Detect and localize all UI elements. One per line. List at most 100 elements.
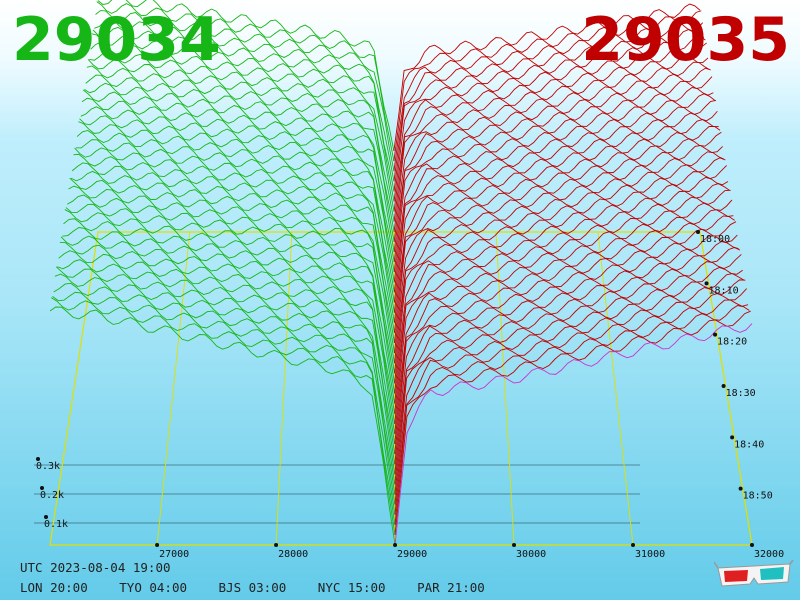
ask-depth-line	[393, 42, 707, 202]
price-tick-dot	[274, 543, 279, 547]
time-tick-label: 18:10	[709, 285, 739, 296]
frame-price-line	[597, 231, 634, 546]
depth-tick-label: 0.1k	[44, 519, 68, 530]
frame-price-line	[156, 231, 191, 546]
ask-depth-line	[394, 254, 742, 465]
bid-depth-line	[65, 203, 396, 414]
ask-depth-line	[394, 189, 731, 384]
bid-depth-line	[78, 121, 395, 313]
bid-depth-line	[95, 10, 395, 172]
ask-depth-line	[393, 10, 702, 162]
bid-depth-line	[74, 147, 395, 344]
ask-depth-line	[394, 273, 745, 485]
time-tick-dot	[713, 332, 718, 337]
ask-depth-line	[394, 241, 739, 445]
bid-price: 29034	[12, 5, 221, 75]
time-tick-dot	[738, 486, 743, 491]
ask-depth-line	[394, 234, 738, 434]
tz-paris: PAR 21:00	[417, 580, 485, 595]
ask-depth-line	[394, 247, 741, 455]
price-tick-dot	[750, 543, 754, 547]
bid-depth-line	[86, 65, 395, 243]
bid-depth-line	[71, 162, 395, 364]
ask-depth-line	[393, 36, 706, 192]
ask-depth-line	[394, 310, 751, 535]
frame-price-line	[275, 231, 293, 546]
bid-depth-line	[90, 41, 395, 212]
ask-depth-line	[393, 100, 717, 273]
tz-newyork: NYC 15:00	[317, 580, 386, 595]
bid-depth-line	[94, 18, 395, 182]
ask-depth-line	[393, 126, 721, 303]
ask-depth-line	[394, 176, 729, 364]
bid-depth-line	[75, 139, 395, 333]
bid-depth-line	[97, 0, 395, 152]
bid-depth-line	[79, 115, 395, 303]
bid-depth-line	[58, 250, 396, 475]
bid-depth-line	[62, 227, 396, 445]
price-tick-dot	[631, 543, 636, 547]
depth-tick-dot	[44, 515, 48, 519]
bid-depth-line	[80, 106, 395, 293]
bid-depth-line	[69, 177, 396, 384]
chart-grid	[34, 464, 640, 524]
ask-depth-line	[394, 288, 747, 505]
3d-glasses-icon[interactable]	[714, 560, 794, 592]
price-tick-label: 31000	[635, 549, 665, 560]
ask-depth-line	[393, 54, 709, 212]
depth-tick-label: 0.2k	[40, 490, 64, 501]
bid-depth-line	[91, 33, 395, 202]
bid-depth-line	[84, 82, 395, 263]
ask-depth-line	[393, 119, 719, 293]
ask-depth-line	[393, 29, 705, 182]
bid-depth-line	[76, 129, 395, 323]
depth-surface	[49, 0, 753, 546]
bid-depth-line	[73, 153, 395, 354]
bid-depth-line	[53, 282, 396, 515]
price-tick-label: 28000	[278, 549, 308, 560]
bid-depth-line	[54, 273, 396, 505]
frame-price-line	[495, 231, 515, 546]
bid-depth-line	[92, 26, 395, 192]
bid-depth-line	[55, 266, 396, 495]
ask-depth-line	[394, 215, 735, 414]
ask-depth-line	[394, 323, 753, 546]
ask-depth-line	[393, 93, 715, 263]
price-tick-label: 30000	[516, 549, 546, 560]
price-tick-dot	[512, 543, 517, 547]
ask-depth-line	[394, 165, 727, 354]
bid-depth-line	[87, 59, 395, 232]
timezone-bar: LON 20:00 TYO 04:00 BJS 03:00 NYC 15:00 …	[20, 580, 509, 595]
bid-depth-line	[50, 297, 396, 535]
ask-depth-line	[394, 266, 743, 475]
time-tick-label: 18:40	[734, 439, 764, 450]
time-tick-label: 18:00	[700, 234, 730, 245]
price-tick-label: 29000	[397, 549, 427, 560]
tz-tokyo: TYO 04:00	[119, 580, 187, 595]
bid-depth-line	[89, 50, 395, 222]
time-tick-dot	[696, 230, 700, 234]
bid-depth-line	[82, 89, 395, 273]
bid-depth-line	[57, 259, 396, 485]
ask-depth-line	[394, 279, 746, 495]
bid-depth-line	[68, 185, 396, 394]
depth-chart: 27000 28000 29000 30000 31000 32000 0.1k 0.2k 0.…	[34, 0, 784, 560]
ask-depth-line	[393, 145, 723, 323]
depth-tick-dot	[36, 457, 40, 461]
bid-depth-line	[63, 218, 396, 434]
time-tick-dot	[730, 435, 735, 440]
ask-depth-line	[393, 22, 704, 172]
price-tick-label: 27000	[159, 549, 189, 560]
ask-depth-line	[393, 76, 713, 242]
bid-depth-line	[60, 235, 396, 455]
bid-depth-line	[64, 209, 396, 424]
ask-depth-line	[393, 151, 725, 333]
depth-tick-dot	[40, 486, 44, 490]
ask-depth-line	[393, 87, 714, 253]
bid-depth-line	[67, 194, 396, 404]
frame-price-line	[699, 231, 753, 546]
ask-depth-line	[394, 183, 730, 374]
bid-depth-line	[70, 170, 395, 374]
time-tick-dot	[721, 383, 726, 388]
utc-time: UTC 2023-08-04 19:00	[20, 560, 171, 575]
